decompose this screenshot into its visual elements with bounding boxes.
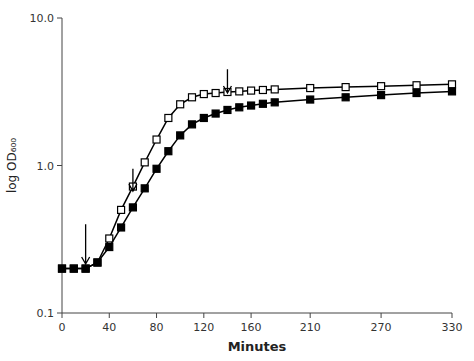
filled-square-marker — [70, 265, 77, 272]
x-tick-label: 210 — [300, 321, 321, 334]
arrow — [223, 69, 231, 93]
filled-square-marker — [189, 121, 196, 128]
filled-square-marker — [106, 244, 113, 251]
background — [0, 0, 474, 361]
filled-square-marker — [177, 132, 184, 139]
x-tick-label: 160 — [241, 321, 262, 334]
open-square-marker — [259, 86, 266, 93]
filled-square-marker — [307, 96, 314, 103]
filled-square-marker — [153, 165, 160, 172]
open-square-marker — [177, 101, 184, 108]
x-axis-label: Minutes — [228, 339, 287, 354]
y-tick — [57, 165, 62, 166]
y-tick-label: 0.1 — [37, 307, 55, 320]
x-tick-label: 0 — [59, 321, 66, 334]
open-square-marker — [70, 265, 77, 272]
open-square-marker — [165, 114, 172, 121]
x-tick-label: 120 — [193, 321, 214, 334]
x-tick-label: 270 — [371, 321, 392, 334]
filled-square-marker — [118, 224, 125, 231]
open-square-marker — [271, 86, 278, 93]
filled-square-marker — [378, 92, 385, 99]
filled-square-marker — [82, 265, 89, 272]
x-tick — [109, 313, 110, 318]
open-square-marker — [307, 85, 314, 92]
x-tick-label: 330 — [442, 321, 463, 334]
filled-square-marker — [248, 102, 255, 109]
x-tick — [310, 313, 311, 318]
x-tick-label: 40 — [102, 321, 116, 334]
y-tick-label: 1.0 — [37, 160, 55, 173]
chart: 0 40 80 120 160 210 270 330 0.1 1.0 10.0 Minutes log… — [0, 0, 474, 361]
open-square-marker — [118, 206, 125, 213]
y-tick — [57, 18, 62, 19]
open-square-marker — [236, 88, 243, 95]
x-tick — [452, 313, 453, 318]
filled-square-marker — [413, 90, 420, 97]
y-tick-label: 10.0 — [30, 12, 55, 25]
filled-square-marker — [212, 110, 219, 117]
filled-square-marker — [271, 99, 278, 106]
series-line — [62, 91, 452, 268]
filled-square-marker — [259, 100, 266, 107]
x-tick — [251, 313, 252, 318]
x-tick — [203, 313, 204, 318]
filled-square-marker — [129, 204, 136, 211]
x-tick-label: 80 — [150, 321, 164, 334]
open-square-marker — [248, 87, 255, 94]
filled-square-marker — [236, 104, 243, 111]
plot-area — [59, 69, 456, 272]
open-square-marker — [413, 82, 420, 89]
filled-square-marker — [141, 185, 148, 192]
open-square-marker — [212, 90, 219, 97]
filled-square-marker — [224, 106, 231, 113]
x-axis — [62, 313, 452, 314]
open-square-marker — [106, 235, 113, 242]
filled-square-marker — [200, 114, 207, 121]
open-square-marker — [153, 136, 160, 143]
arrow — [82, 224, 90, 264]
x-tick — [381, 313, 382, 318]
filled-square-marker — [165, 148, 172, 155]
open-square-marker — [189, 94, 196, 101]
x-tick — [62, 313, 63, 318]
open-square-marker — [59, 265, 66, 272]
open-square-marker — [378, 83, 385, 90]
open-square-marker — [82, 265, 89, 272]
y-axis-label: log OD₆₀₀ — [5, 138, 19, 193]
filled-square-marker — [94, 259, 101, 266]
open-square-marker — [141, 159, 148, 166]
open-square-marker — [200, 91, 207, 98]
series-line — [62, 84, 452, 268]
x-tick — [156, 313, 157, 318]
open-square-marker — [449, 81, 456, 88]
filled-square-marker — [342, 94, 349, 101]
filled-square-marker — [59, 265, 66, 272]
open-square-marker — [342, 84, 349, 91]
y-tick — [57, 313, 62, 314]
filled-square-marker — [449, 88, 456, 95]
open-square-marker — [94, 259, 101, 266]
arrow — [129, 169, 137, 191]
